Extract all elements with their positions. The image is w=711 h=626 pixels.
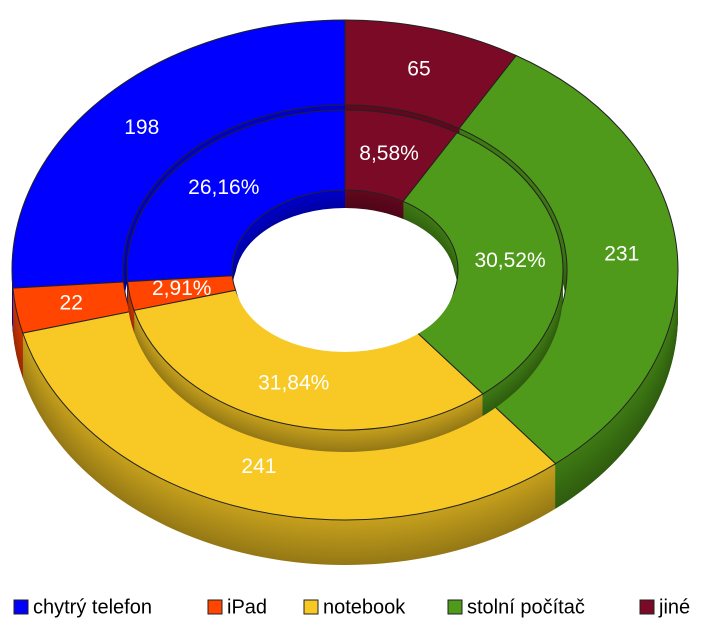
legend-swatch [303, 599, 319, 615]
legend-swatch [639, 599, 655, 615]
legend-swatch [447, 599, 463, 615]
slice [344, 109, 458, 202]
slice [344, 19, 517, 130]
data-label: 231 [604, 242, 639, 265]
legend-label: jiné [658, 596, 690, 618]
data-label: 30,52% [474, 249, 545, 272]
slice [11, 19, 346, 289]
data-label: 31,84% [258, 372, 329, 395]
data-label: 198 [124, 116, 159, 139]
data-label: 241 [241, 455, 276, 478]
slice [126, 109, 346, 283]
data-label: 8,58% [359, 142, 419, 165]
legend-label: iPad [227, 596, 267, 618]
legend-swatch [207, 599, 223, 615]
data-label: 2,91% [152, 277, 212, 300]
legend-label: chytrý telefon [33, 596, 152, 618]
hole [235, 208, 455, 352]
legend-swatch [13, 599, 29, 615]
legend-label: stolní počítač [467, 596, 585, 618]
data-label: 22 [60, 291, 83, 314]
data-label: 65 [407, 58, 430, 81]
slice [402, 132, 564, 395]
data-label: 26,16% [188, 176, 259, 199]
legend-label: notebook [323, 596, 406, 618]
